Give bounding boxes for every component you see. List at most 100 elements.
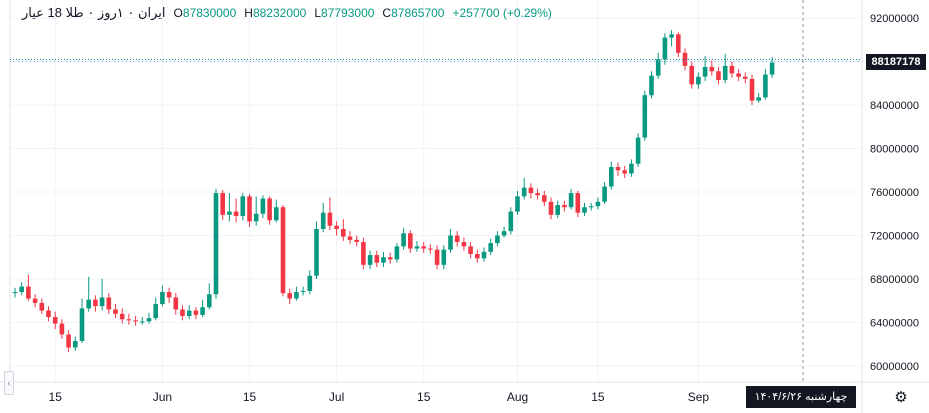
crosshair-overlay xyxy=(10,0,862,382)
x-tick-label: Sep xyxy=(688,390,710,404)
candle-body xyxy=(153,304,158,319)
current-price-tag: 88187178 xyxy=(866,54,926,70)
x-tick-label: 15 xyxy=(591,390,605,404)
candle-body xyxy=(26,286,31,299)
candle-body xyxy=(769,62,775,75)
candle-body xyxy=(274,207,279,221)
candle-body xyxy=(763,74,768,98)
x-tick-label: Aug xyxy=(507,390,528,404)
legend-open: O87830000 xyxy=(173,6,237,20)
candle-body xyxy=(341,228,346,237)
candle-body xyxy=(287,293,292,299)
candle-body xyxy=(475,253,480,259)
candle-body xyxy=(542,195,547,202)
candle-body xyxy=(588,206,594,208)
candle-body xyxy=(314,228,319,276)
candle-body xyxy=(160,292,165,305)
y-tick-label: 64000000 xyxy=(870,318,919,330)
candle-body xyxy=(421,246,426,249)
candle-body xyxy=(716,71,721,80)
candle-body xyxy=(99,297,105,307)
ohlc-legend: ایران ۰ ۱روز ۰ طلا 18 عیار O87830000 H88… xyxy=(22,5,552,21)
legend-high: H88232000 xyxy=(244,6,307,20)
candle-body xyxy=(93,299,98,307)
candle-body xyxy=(521,187,527,197)
candle-body xyxy=(756,97,761,101)
candle-body xyxy=(193,310,199,315)
candle-body xyxy=(327,212,333,226)
candle-body xyxy=(381,257,386,263)
candle-body xyxy=(361,242,366,265)
candle-body xyxy=(595,201,601,207)
time-axis[interactable]: 15 Jun 15 Jul 15 Aug 15 Sep xyxy=(49,390,710,404)
candle-body xyxy=(39,302,45,311)
y-tick-label: 84000000 xyxy=(870,100,919,112)
candle-body xyxy=(568,193,574,208)
y-tick-label: 72000000 xyxy=(870,231,919,243)
candle-body xyxy=(294,292,299,299)
y-tick-label: 68000000 xyxy=(870,274,919,286)
candle-body xyxy=(441,249,447,265)
candle-body xyxy=(66,334,71,348)
legend-low: L87793000 xyxy=(314,6,375,20)
x-tick-label: 15 xyxy=(243,390,257,404)
candle-body xyxy=(461,242,467,247)
y-tick-label: 80000000 xyxy=(870,144,919,156)
candle-body xyxy=(12,292,18,294)
candle-body xyxy=(334,225,339,229)
candle-body xyxy=(689,65,694,85)
symbol-title[interactable]: ایران ۰ ۱روز ۰ طلا 18 عیار xyxy=(22,5,166,20)
y-tick-label: 76000000 xyxy=(870,187,919,199)
candle-body xyxy=(515,196,520,212)
candle-body xyxy=(622,170,627,174)
candle-body xyxy=(166,292,172,298)
candle-body xyxy=(240,196,246,216)
x-tick-label: Jun xyxy=(153,390,172,404)
candle-body xyxy=(113,309,118,314)
candle-body xyxy=(347,236,353,240)
candle-body xyxy=(448,235,453,250)
candle-body xyxy=(501,231,507,236)
x-tick-label: 15 xyxy=(49,390,63,404)
candle-body xyxy=(629,163,634,174)
candle-body xyxy=(79,308,85,341)
candle-body xyxy=(146,318,152,322)
candle-body xyxy=(662,37,668,60)
candle-body xyxy=(495,235,500,244)
candle-body xyxy=(106,297,112,310)
candle-body xyxy=(320,212,326,229)
candle-body xyxy=(562,205,567,208)
candle-body xyxy=(669,34,674,38)
candle-body xyxy=(642,95,648,138)
candle-series xyxy=(12,29,775,352)
candle-body xyxy=(367,255,373,265)
x-tick-label: 15 xyxy=(417,390,431,404)
candle-body xyxy=(729,65,735,74)
candle-body xyxy=(743,76,748,79)
candle-body xyxy=(582,207,587,213)
candle-body xyxy=(140,321,145,323)
scroll-handle[interactable]: ‹ xyxy=(4,371,14,395)
candle-body xyxy=(749,78,755,101)
candle-body xyxy=(555,205,560,215)
candle-body xyxy=(615,166,621,171)
candle-body xyxy=(59,323,65,335)
candle-body xyxy=(414,246,420,249)
crosshair-date-tag: چهارشنبه ۱۴۰۴/۶/۲۶ xyxy=(746,386,856,408)
candle-body xyxy=(126,319,132,321)
candle-body xyxy=(253,213,259,222)
candle-body xyxy=(468,246,473,254)
candle-body xyxy=(233,211,239,216)
candle-body xyxy=(434,249,440,265)
candle-body xyxy=(300,290,306,293)
candle-body xyxy=(46,310,51,318)
candle-body xyxy=(702,66,708,77)
settings-icon[interactable]: ⚙ xyxy=(894,389,908,406)
candle-body xyxy=(267,198,272,221)
candle-body xyxy=(736,73,741,77)
candle-body xyxy=(213,193,219,295)
candle-body xyxy=(454,235,460,243)
candle-body xyxy=(180,309,185,316)
